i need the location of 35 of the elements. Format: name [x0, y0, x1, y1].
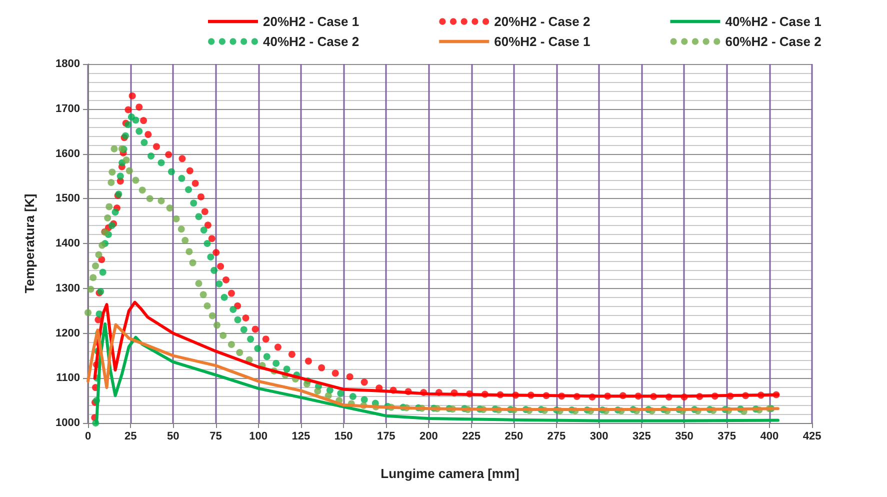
- x-tick-label: 225: [462, 430, 480, 442]
- y-tick-label: 1500: [56, 192, 80, 205]
- x-tick-label: 425: [802, 430, 822, 442]
- x-tick-label: 325: [632, 430, 651, 442]
- y-tick-label: 1300: [56, 282, 80, 294]
- x-tick-label: 400: [760, 430, 779, 442]
- y-tick-label: 1000: [56, 417, 80, 429]
- x-tick-label: 100: [249, 430, 268, 442]
- x-tick-label: 150: [334, 430, 353, 442]
- x-tick-label: 375: [718, 430, 736, 442]
- legend-label: 20%H2 - Case 2: [494, 14, 590, 29]
- x-tick-label: 25: [124, 430, 137, 442]
- legend-label: 20%H2 - Case 1: [263, 14, 360, 29]
- x-tick-label: 250: [504, 430, 524, 442]
- x-axis-title: Lungime camera [mm]: [380, 466, 520, 481]
- legend-label: 60%H2 - Case 2: [725, 34, 822, 49]
- legend-label: 40%H2 - Case 2: [263, 34, 360, 49]
- x-tick-label: 125: [292, 430, 310, 442]
- y-tick-label: 1100: [56, 372, 80, 384]
- legend-label: 60%H2 - Case 1: [494, 34, 590, 49]
- x-tick-label: 50: [167, 430, 180, 442]
- legend-label: 40%H2 - Case 1: [725, 14, 822, 29]
- y-tick-label: 1600: [56, 148, 80, 160]
- y-axis-title: Temperatura [K]: [22, 194, 37, 294]
- y-tick-label: 1700: [56, 102, 80, 115]
- x-tick-label: 0: [84, 430, 92, 442]
- y-tick-label: 1200: [56, 327, 80, 340]
- y-tick-label: 1400: [56, 238, 80, 250]
- y-tick-label: 1800: [56, 58, 80, 70]
- x-tick-label: 300: [590, 430, 608, 442]
- x-tick-label: 350: [675, 430, 694, 442]
- x-tick-label: 175: [376, 430, 396, 442]
- x-tick-label: 200: [420, 430, 438, 442]
- x-tick-label: 75: [210, 430, 222, 442]
- x-tick-label: 275: [547, 430, 566, 442]
